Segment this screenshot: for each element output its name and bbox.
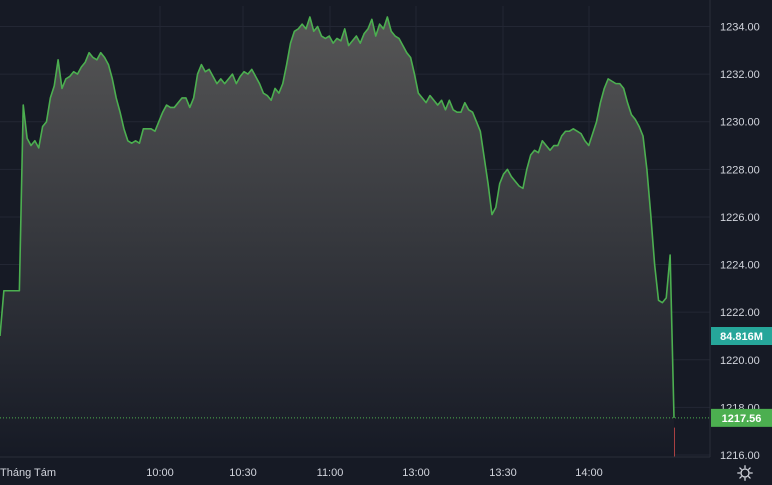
- x-tick-label: Tháng Tám: [0, 467, 56, 479]
- price-line-group: [0, 16, 710, 419]
- gear-icon-tooth: [739, 476, 742, 479]
- gear-icon-ring: [740, 468, 750, 478]
- price-line: [0, 16, 675, 418]
- x-tick-label: 13:00: [402, 467, 430, 479]
- y-tick-label: 1232.00: [720, 69, 760, 81]
- gear-icon[interactable]: [737, 465, 753, 481]
- x-tick-label: 10:00: [146, 467, 174, 479]
- y-tick-label: 1228.00: [720, 164, 760, 176]
- x-tick-label: 10:30: [229, 467, 257, 479]
- gear-icon-tooth: [748, 476, 751, 479]
- gear-icon-tooth: [739, 467, 742, 470]
- y-tick-label: 1224.00: [720, 260, 760, 272]
- x-tick-label: 14:00: [575, 467, 603, 479]
- last-price-tag: [711, 408, 772, 427]
- volume-tag: [711, 327, 772, 345]
- price-area: [0, 16, 674, 457]
- y-tick-label: 1230.00: [720, 117, 760, 129]
- y-axis: 1216.001218.001220.001222.001224.001226.…: [709, 0, 760, 462]
- last-price-tag-label: 1217.56: [722, 413, 762, 425]
- x-axis: Tháng Tám 10:00 10:30 11:00 13:00 13:30 14:00: [0, 456, 710, 479]
- price-area-fill: [0, 16, 674, 457]
- axis-tags: 84.816M 1217.56: [711, 327, 772, 427]
- y-tick-label: 1220.00: [720, 355, 760, 367]
- x-tick-label: 13:30: [489, 467, 517, 479]
- y-tick-label: 1234.00: [720, 22, 760, 34]
- y-tick-label: 1216.00: [720, 450, 760, 462]
- x-tick-label: 11:00: [317, 467, 344, 479]
- gear-icon-tooth: [748, 467, 751, 470]
- y-tick-label: 1226.00: [720, 212, 760, 224]
- y-tick-label: 1222.00: [720, 307, 760, 319]
- volume-tag-label: 84.816M: [720, 331, 763, 343]
